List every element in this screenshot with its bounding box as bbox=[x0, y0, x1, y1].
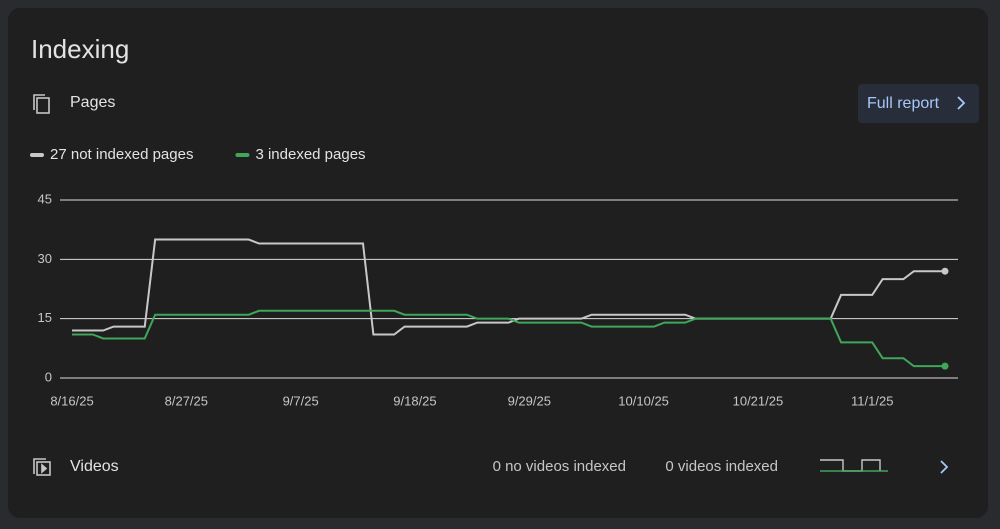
videos-icon bbox=[33, 458, 51, 476]
card-title: Indexing bbox=[31, 34, 129, 64]
x-tick-label: 10/10/25 bbox=[618, 393, 669, 408]
legend-label: 3 indexed pages bbox=[255, 146, 365, 163]
x-tick-label: 9/7/25 bbox=[283, 393, 319, 408]
full-report-button[interactable] bbox=[858, 84, 979, 123]
x-tick-label: 8/16/25 bbox=[50, 393, 93, 408]
y-tick-label: 45 bbox=[38, 191, 52, 206]
videos-stat: 0 no videos indexed bbox=[493, 458, 626, 475]
legend-label: 27 not indexed pages bbox=[50, 146, 193, 163]
x-tick-label: 9/29/25 bbox=[508, 393, 551, 408]
end-point bbox=[941, 267, 949, 275]
end-point bbox=[941, 362, 949, 370]
videos-label: Videos bbox=[70, 458, 119, 475]
videos-stat: 0 videos indexed bbox=[665, 458, 778, 475]
y-tick-label: 30 bbox=[38, 251, 52, 266]
plot: 0 15 30 45 8/16/25 8/27/25 9/7/25 9/18/25 9/29/2… bbox=[38, 191, 958, 408]
y-tick-label: 15 bbox=[38, 310, 52, 325]
card bbox=[8, 8, 988, 518]
x-tick-label: 8/27/25 bbox=[165, 393, 208, 408]
series-line bbox=[72, 309, 945, 368]
full-report-text[interactable]: Full report bbox=[867, 95, 940, 112]
x-tick-label: 11/1/25 bbox=[851, 393, 893, 408]
y-tick-label: 0 bbox=[45, 369, 52, 384]
x-tick-label: 10/21/25 bbox=[733, 393, 784, 408]
chevron[interactable] bbox=[940, 460, 949, 474]
legend: 27 not indexed pages 3 indexed pages bbox=[30, 146, 366, 163]
x-tick-label: 9/18/25 bbox=[393, 393, 436, 408]
pages-icon bbox=[33, 94, 50, 114]
pages-label: Pages bbox=[70, 94, 115, 111]
chevron[interactable] bbox=[957, 96, 966, 110]
